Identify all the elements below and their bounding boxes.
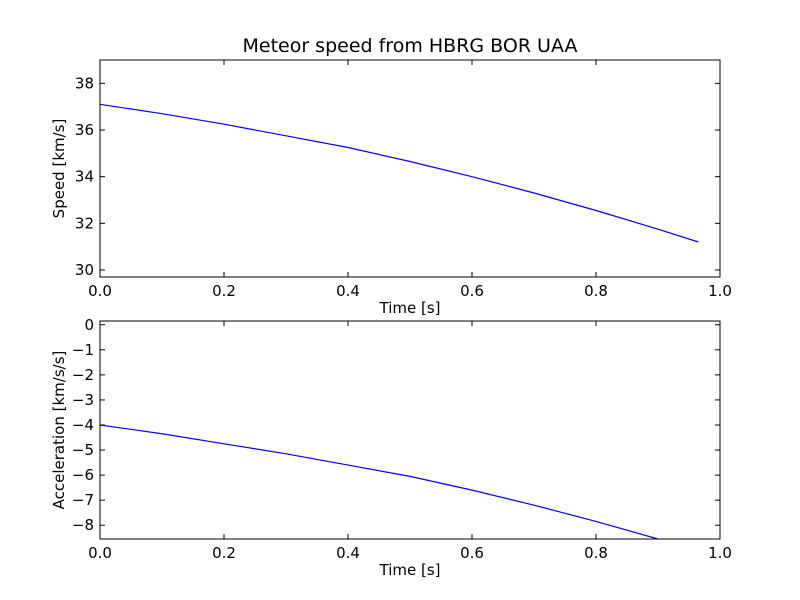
- x-axis-label-acceleration: Time [s]: [379, 561, 441, 579]
- x-axis-label-speed: Time [s]: [379, 299, 441, 317]
- y-axis-label-speed: Speed [km/s]: [50, 119, 68, 219]
- y-tick-label-speed: 30: [75, 261, 94, 279]
- y-tick-label-acceleration: 0: [84, 316, 94, 334]
- x-tick-label-speed: 0.2: [212, 282, 236, 300]
- axes-frame-acceleration: [99, 320, 721, 540]
- y-tick-label-acceleration: −1: [72, 341, 94, 359]
- y-tick-label-acceleration: −7: [72, 491, 94, 509]
- series-line-speed-0: [100, 103, 699, 243]
- series-line-acceleration-0: [100, 424, 659, 539]
- x-tick-label-speed: 0.4: [336, 282, 360, 300]
- x-tick-label-speed: 1.0: [708, 282, 732, 300]
- y-tick-label-acceleration: −3: [72, 391, 94, 409]
- x-tick-label-acceleration: 1.0: [708, 544, 732, 562]
- x-tick-label-acceleration: 0.0: [88, 544, 112, 562]
- axes-frame-speed: [99, 59, 721, 278]
- y-tick-label-acceleration: −2: [72, 366, 94, 384]
- y-tick-label-acceleration: −6: [72, 466, 94, 484]
- y-tick-label-acceleration: −5: [72, 441, 94, 459]
- y-tick-label-speed: 38: [75, 74, 94, 92]
- y-tick-label-speed: 32: [75, 214, 94, 232]
- y-tick-label-speed: 34: [75, 168, 94, 186]
- x-tick-label-acceleration: 0.2: [212, 544, 236, 562]
- y-tick-label-acceleration: −8: [72, 516, 94, 534]
- x-tick-label-speed: 0.0: [88, 282, 112, 300]
- x-tick-label-speed: 0.8: [584, 282, 608, 300]
- x-tick-label-acceleration: 0.8: [584, 544, 608, 562]
- y-tick-label-acceleration: −4: [72, 416, 94, 434]
- chart-title-speed: Meteor speed from HBRG BOR UAA: [242, 35, 577, 57]
- y-axis-label-acceleration: Acceleration [km/s/s]: [50, 351, 68, 510]
- x-tick-label-acceleration: 0.6: [460, 544, 484, 562]
- y-tick-label-speed: 36: [75, 121, 94, 139]
- x-tick-label-acceleration: 0.4: [336, 544, 360, 562]
- x-tick-label-speed: 0.6: [460, 282, 484, 300]
